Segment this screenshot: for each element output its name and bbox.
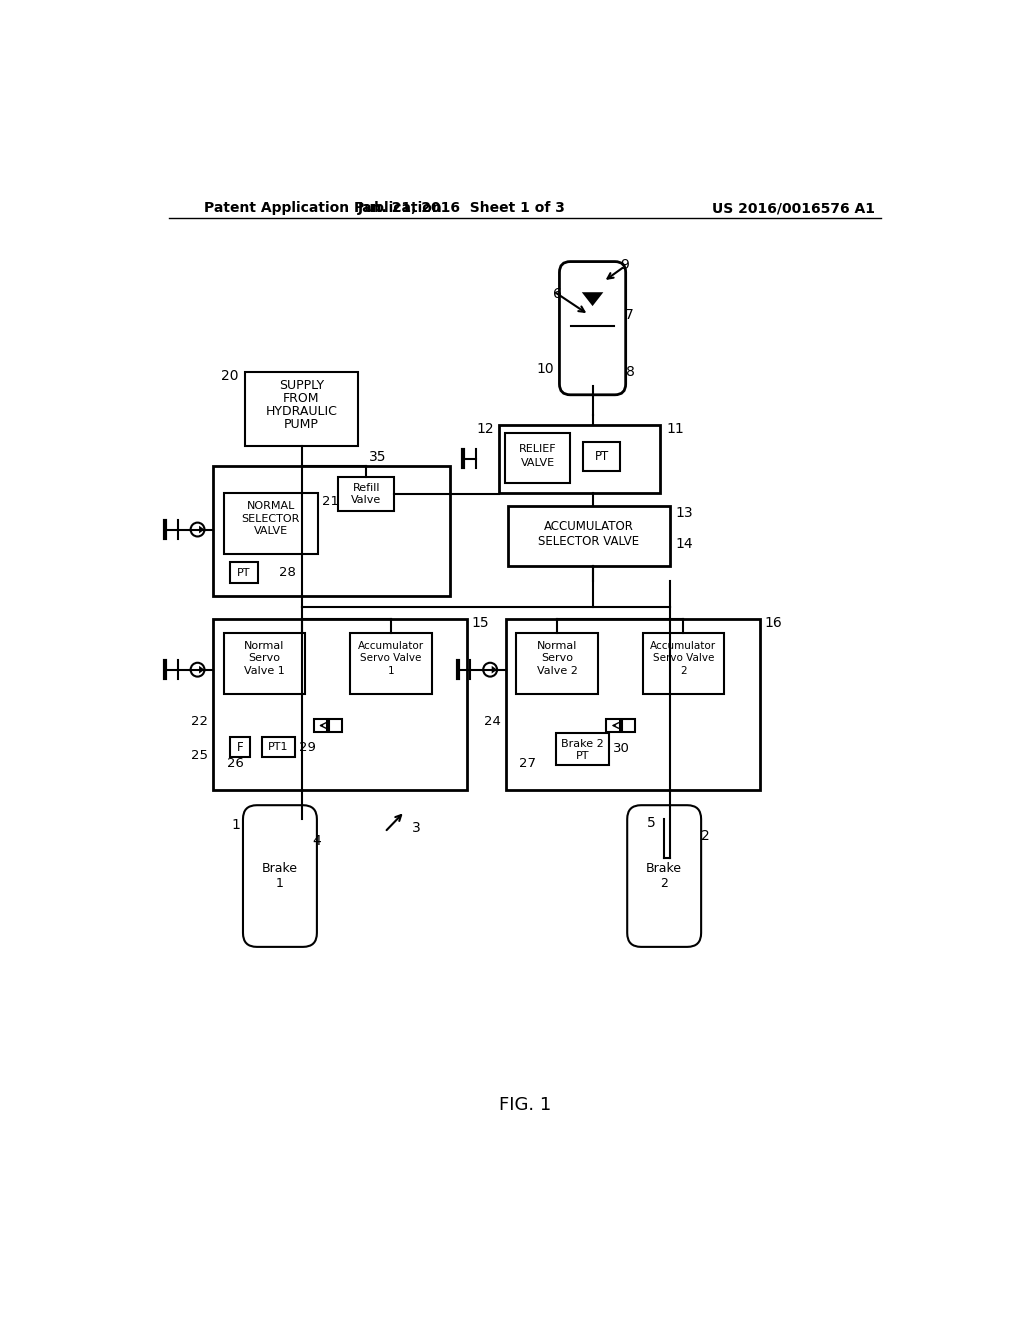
Bar — [223, 632, 305, 694]
Text: 35: 35 — [370, 450, 387, 465]
Text: 22: 22 — [191, 714, 208, 727]
Bar — [516, 632, 598, 694]
Text: Jan. 21, 2016  Sheet 1 of 3: Jan. 21, 2016 Sheet 1 of 3 — [357, 202, 565, 215]
Bar — [499, 425, 660, 492]
Bar — [245, 372, 358, 446]
Bar — [213, 619, 467, 789]
Bar — [230, 738, 250, 758]
Polygon shape — [582, 292, 603, 306]
Bar — [643, 632, 724, 694]
Text: Servo Valve: Servo Valve — [652, 653, 714, 663]
Bar — [584, 442, 621, 471]
Bar — [506, 619, 760, 789]
Text: PT: PT — [237, 568, 251, 578]
Bar — [556, 733, 608, 766]
Text: 20: 20 — [221, 370, 239, 383]
Text: Accumulator: Accumulator — [357, 640, 424, 651]
Text: 4: 4 — [312, 834, 322, 847]
Text: NORMAL: NORMAL — [247, 502, 295, 511]
Text: Servo: Servo — [249, 653, 281, 663]
Bar — [508, 506, 670, 566]
Bar — [230, 562, 258, 583]
Text: 27: 27 — [519, 758, 537, 770]
Text: Servo Valve: Servo Valve — [360, 653, 422, 663]
Text: PT1: PT1 — [268, 742, 289, 752]
Text: VALVE: VALVE — [520, 458, 555, 467]
Text: Servo: Servo — [541, 653, 573, 663]
Text: 25: 25 — [191, 750, 208, 763]
Text: Normal: Normal — [537, 640, 578, 651]
Bar — [223, 492, 317, 554]
Text: Accumulator: Accumulator — [650, 640, 717, 651]
Text: 13: 13 — [676, 507, 693, 520]
Text: ACCUMULATOR: ACCUMULATOR — [544, 520, 634, 533]
Bar — [622, 719, 635, 733]
Text: 21: 21 — [322, 495, 339, 508]
Text: 1: 1 — [231, 818, 240, 832]
Text: SELECTOR VALVE: SELECTOR VALVE — [539, 536, 639, 548]
Text: 28: 28 — [280, 566, 296, 579]
Text: 15: 15 — [472, 616, 489, 631]
Text: PT: PT — [575, 751, 589, 760]
Text: FIG. 1: FIG. 1 — [499, 1097, 551, 1114]
Text: SUPPLY: SUPPLY — [279, 379, 324, 392]
Text: 6: 6 — [553, 286, 561, 301]
Text: Patent Application Publication: Patent Application Publication — [204, 202, 441, 215]
Bar — [330, 719, 342, 733]
Text: 5: 5 — [647, 816, 656, 830]
FancyBboxPatch shape — [243, 805, 316, 946]
FancyBboxPatch shape — [559, 261, 626, 395]
Text: Brake 2: Brake 2 — [561, 739, 604, 750]
Text: F: F — [237, 741, 244, 754]
Text: PUMP: PUMP — [284, 418, 318, 432]
Bar — [213, 466, 451, 595]
Text: Valve 1: Valve 1 — [244, 667, 285, 676]
Text: 8: 8 — [626, 366, 635, 379]
Text: HYDRAULIC: HYDRAULIC — [265, 405, 338, 418]
Text: Brake
2: Brake 2 — [646, 862, 682, 890]
Bar — [262, 738, 295, 758]
Bar — [313, 719, 327, 733]
Bar — [606, 719, 620, 733]
Bar — [350, 632, 432, 694]
Text: FROM: FROM — [284, 392, 319, 405]
Text: 1: 1 — [387, 667, 394, 676]
Text: US 2016/0016576 A1: US 2016/0016576 A1 — [712, 202, 874, 215]
Text: 16: 16 — [764, 616, 782, 631]
Text: VALVE: VALVE — [254, 527, 288, 536]
Text: 3: 3 — [412, 821, 421, 836]
Text: 12: 12 — [476, 422, 494, 437]
Text: RELIEF: RELIEF — [519, 444, 556, 454]
Text: Valve 2: Valve 2 — [537, 667, 578, 676]
Text: Normal: Normal — [245, 640, 285, 651]
Text: 14: 14 — [676, 537, 693, 552]
Text: 24: 24 — [484, 714, 501, 727]
Text: 10: 10 — [537, 362, 554, 376]
Text: PT: PT — [595, 450, 609, 463]
Bar — [505, 433, 570, 483]
Text: Valve: Valve — [351, 495, 381, 504]
Text: Brake
1: Brake 1 — [262, 862, 298, 890]
Polygon shape — [199, 525, 205, 533]
Text: 9: 9 — [621, 257, 629, 272]
Text: 26: 26 — [226, 758, 244, 770]
Polygon shape — [199, 665, 205, 673]
Bar — [339, 478, 394, 511]
Text: SELECTOR: SELECTOR — [242, 513, 300, 524]
Text: Refill: Refill — [352, 483, 380, 492]
Text: 29: 29 — [299, 741, 316, 754]
Text: 30: 30 — [613, 742, 630, 755]
FancyBboxPatch shape — [628, 805, 701, 946]
Text: 2: 2 — [680, 667, 687, 676]
Text: 11: 11 — [667, 422, 684, 437]
Text: 2: 2 — [701, 829, 710, 843]
Text: 7: 7 — [625, 308, 634, 322]
Polygon shape — [492, 665, 497, 673]
